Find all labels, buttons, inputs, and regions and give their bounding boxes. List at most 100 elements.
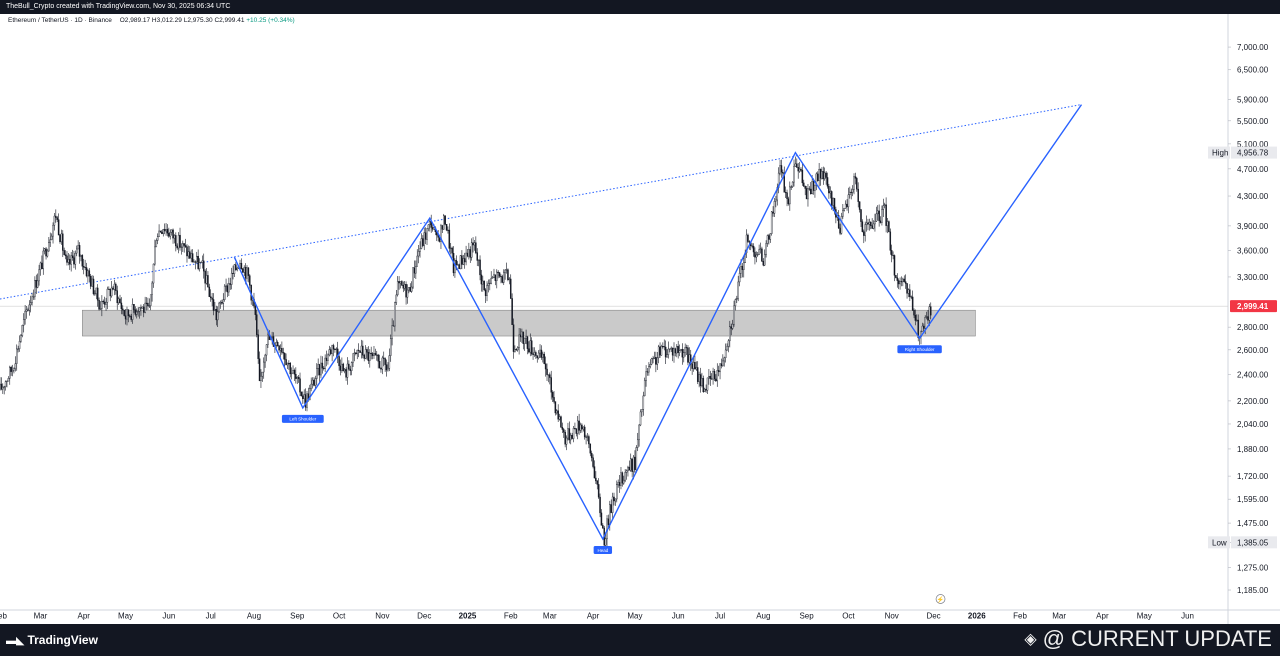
annotation-label: Left Shoulder: [289, 417, 316, 422]
candle-up: [883, 204, 886, 206]
candle-up: [327, 354, 329, 361]
candle-up: [419, 248, 421, 252]
candle-down: [528, 348, 530, 353]
candle-up: [916, 319, 918, 321]
candle-down: [784, 192, 787, 194]
candle-down: [338, 356, 340, 367]
candle-up: [151, 282, 153, 295]
candle-down: [422, 238, 424, 246]
candle-down: [895, 275, 897, 278]
candle-down: [554, 401, 557, 414]
candle-up: [738, 272, 741, 283]
x-tick-label: Jul: [715, 612, 725, 621]
price-chart[interactable]: Left Shoulder Head Right Shoulder 7,000.00 6…: [0, 14, 1280, 624]
support-zone[interactable]: [82, 309, 976, 337]
candle-up: [388, 355, 391, 369]
candle-down: [282, 352, 285, 354]
candle-up: [745, 234, 748, 254]
candle-up: [423, 232, 425, 246]
candle-up: [843, 207, 846, 211]
candle-down: [221, 302, 223, 304]
lightning-icon[interactable]: [935, 594, 946, 604]
candle-up: [872, 223, 875, 229]
annotation-label-box[interactable]: [593, 546, 613, 555]
candle-up: [638, 424, 640, 441]
change-value: +10.25 (+0.34%): [246, 17, 295, 24]
y-tick-label: 2,040.00: [1237, 420, 1269, 429]
candle-up: [201, 260, 204, 263]
candle-down: [720, 363, 723, 367]
candle-down: [240, 262, 243, 270]
candle-up: [695, 367, 698, 370]
candle-up: [292, 370, 294, 374]
candle-up: [539, 349, 541, 354]
candle-down: [593, 466, 596, 479]
candle-down: [332, 345, 335, 350]
candle-down: [71, 255, 74, 258]
candle-down: [677, 346, 679, 353]
candle-up: [722, 360, 724, 367]
candle-down: [98, 300, 100, 310]
candle-up: [369, 352, 371, 361]
candle-up: [87, 270, 89, 277]
tradingview-logo[interactable]: ▬◣ TradingView: [6, 633, 98, 647]
candle-up: [737, 281, 739, 299]
candle-up: [42, 250, 45, 270]
annotation-label-box[interactable]: [897, 345, 942, 354]
candle-down: [600, 512, 603, 526]
candle-up: [53, 215, 56, 226]
candle-up: [724, 349, 727, 359]
candle-down: [772, 211, 774, 214]
candle-down: [163, 229, 166, 232]
candle-up: [881, 209, 883, 223]
candle-up: [4, 381, 7, 387]
candle-down: [92, 278, 95, 295]
candle-up: [670, 347, 672, 350]
y-tick-label: 1,185.00: [1237, 586, 1269, 595]
candle-down: [589, 443, 592, 454]
annotation-label-box[interactable]: [281, 414, 324, 423]
candle-down: [564, 431, 566, 445]
symbol-title[interactable]: Ethereum / TetherUS · 1D · Binance: [8, 17, 112, 24]
candle-up: [230, 272, 233, 285]
candle-up: [636, 439, 639, 448]
candle-up: [565, 437, 568, 445]
lightning-icon-glyph: ⚡: [937, 596, 944, 604]
candle-down: [526, 336, 529, 349]
candle-up: [60, 233, 63, 243]
candle-up: [643, 380, 646, 397]
candle-down: [519, 334, 522, 338]
candle-up: [75, 248, 78, 254]
candle-up: [427, 224, 430, 229]
candle-down: [41, 262, 43, 270]
candle-up: [346, 363, 349, 378]
x-tick-label: Aug: [756, 612, 770, 621]
x-tick-label: Nov: [885, 612, 899, 621]
candle-up: [604, 538, 607, 546]
candle-up: [412, 267, 414, 288]
candle-down: [560, 416, 562, 428]
candle-down: [687, 347, 689, 363]
candle-down: [57, 219, 60, 236]
candle-down: [494, 274, 497, 281]
pattern-line[interactable]: [233, 104, 1083, 541]
candle-down: [202, 260, 205, 272]
last-price-badge[interactable]: [1230, 300, 1277, 313]
candle-up: [617, 482, 619, 485]
x-tick-label: Mar: [34, 612, 48, 621]
candle-up: [716, 370, 719, 382]
trendline[interactable]: [0, 104, 1082, 300]
candle-up: [648, 366, 650, 373]
candle-down: [549, 374, 551, 378]
candle-up: [632, 456, 635, 472]
candle-up: [46, 250, 49, 257]
candle-down: [232, 272, 234, 274]
candle-up: [433, 227, 435, 230]
candle-up: [131, 304, 134, 320]
y-tick-label: 5,100.00: [1237, 140, 1269, 149]
candle-down: [378, 361, 381, 369]
candle-up: [180, 246, 183, 248]
candle-up: [108, 288, 110, 290]
candle-up: [473, 242, 476, 246]
candle-up: [688, 354, 691, 363]
